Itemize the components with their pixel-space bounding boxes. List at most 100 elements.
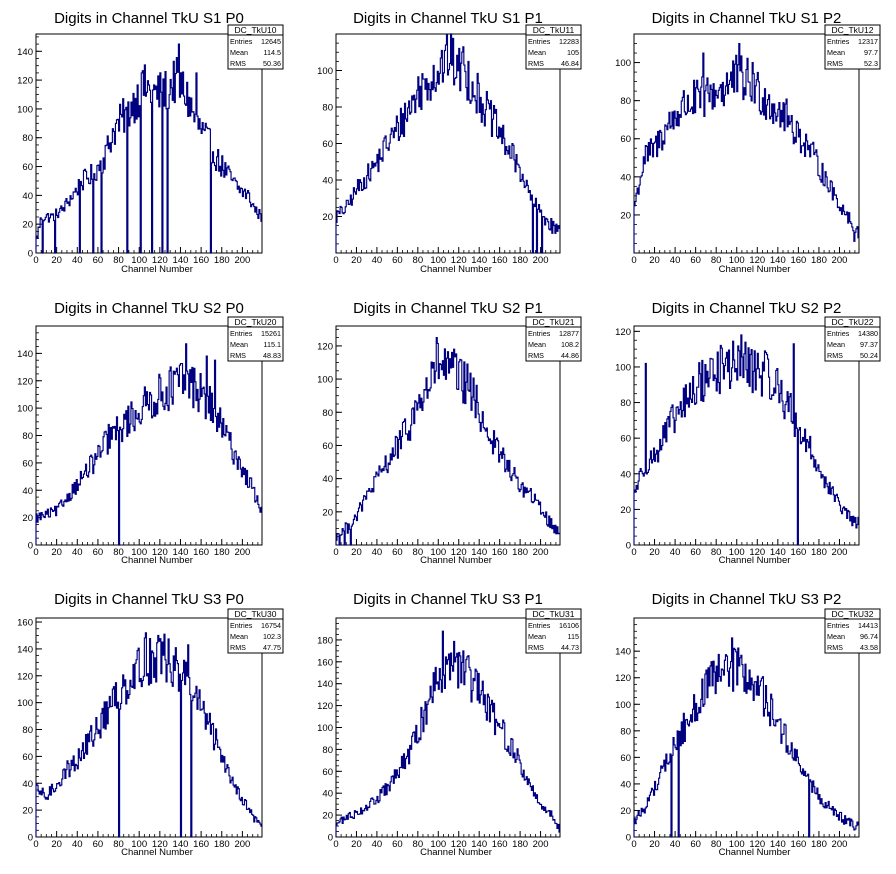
panel-title: Digits in Channel TkU S2 P2 (652, 300, 842, 317)
y-tick-label: 20 (22, 806, 33, 817)
stats-value-mean: 105 (567, 48, 579, 57)
x-tick-label: 180 (811, 547, 827, 558)
histogram-series (335, 33, 560, 254)
y-tick-label: 40 (322, 789, 333, 800)
x-tick-label: 0 (33, 839, 38, 850)
x-tick-label: 100 (131, 255, 147, 266)
histogram-panel: Digits in Channel TkU S1 P1 0 20 40 60 80 100 1… (317, 10, 582, 275)
y-tick-label: 20 (620, 210, 631, 221)
y-tick-label: 60 (322, 441, 333, 452)
y-tick-label: 100 (615, 700, 631, 711)
stats-value-rms: 47.75 (263, 643, 281, 652)
y-tick-label: 140 (317, 679, 333, 690)
y-tick-label: 60 (322, 139, 333, 150)
y-axis: 0 20 40 60 80 100 120 140 (17, 36, 42, 260)
x-tick-label: 140 (173, 839, 189, 850)
stats-label-entries: Entries (827, 37, 850, 46)
stats-value-entries: 16754 (261, 621, 281, 630)
x-tick-label: 80 (113, 255, 124, 266)
x-tick-label: 200 (832, 547, 848, 558)
stats-value-entries: 16106 (559, 621, 579, 630)
x-tick-label: 160 (492, 839, 508, 850)
y-tick-label: 100 (17, 698, 33, 709)
x-tick-label: 20 (51, 255, 62, 266)
stats-label-entries: Entries (230, 621, 253, 630)
y-axis: 20 40 60 80 100 (615, 33, 640, 254)
y-tick-label: 60 (22, 752, 33, 763)
x-tick-label: 80 (113, 547, 124, 558)
stats-label-entries: Entries (230, 329, 253, 338)
y-axis: 0 20 40 60 80 100 120 140 160 180 (317, 617, 342, 844)
x-axis-label: Channel Number (121, 847, 193, 858)
y-tick-label: 20 (620, 806, 631, 817)
x-tick-label: 60 (690, 839, 701, 850)
y-tick-label: 100 (317, 66, 333, 77)
histogram-series (633, 42, 859, 253)
stats-value-entries: 14413 (858, 621, 878, 630)
y-tick-label: 100 (317, 723, 333, 734)
stats-value-entries: 12317 (858, 37, 878, 46)
y-tick-label: 40 (620, 172, 631, 183)
stats-value-mean: 102.3 (263, 632, 281, 641)
y-tick-label: 0 (28, 541, 33, 552)
y-tick-label: 20 (322, 212, 333, 223)
x-tick-label: 120 (152, 255, 168, 266)
x-tick-label: 60 (392, 255, 403, 266)
y-tick-label: 0 (28, 249, 33, 260)
x-tick-label: 0 (333, 839, 338, 850)
x-tick-label: 0 (33, 255, 38, 266)
plot-frame (335, 325, 561, 546)
stats-value-mean: 115 (568, 632, 579, 641)
y-axis: 0 20 40 60 80 100 120 140 (17, 325, 42, 552)
x-axis: 0 20 40 60 80 100 120 140 160 180 200 (631, 539, 856, 558)
stats-label-mean: Mean (230, 48, 248, 57)
y-tick-label: 140 (615, 647, 631, 658)
stats-label-rms: RMS (230, 59, 246, 68)
x-tick-label: 40 (372, 255, 383, 266)
stats-value-rms: 50.24 (860, 351, 878, 360)
stats-label-rms: RMS (528, 351, 544, 360)
plot-frame (633, 325, 860, 546)
stats-label-entries: Entries (528, 329, 551, 338)
x-tick-label: 0 (631, 255, 636, 266)
stats-box: DC_TkU30 Entries 16754 Mean 102.3 RMS 47.75 (227, 608, 284, 654)
y-tick-label: 120 (17, 376, 33, 387)
y-tick-label: 60 (620, 134, 631, 145)
x-tick-label: 20 (649, 547, 660, 558)
stats-histogram-name: DC_TkU22 (831, 317, 873, 327)
x-tick-label: 180 (214, 255, 230, 266)
stats-value-rms: 44.73 (561, 643, 579, 652)
x-tick-label: 160 (193, 839, 209, 850)
stats-histogram-name: DC_TkU11 (533, 25, 575, 35)
x-tick-label: 160 (492, 255, 508, 266)
x-axis-label: Channel Number (121, 264, 193, 275)
x-tick-label: 60 (690, 255, 701, 266)
x-tick-label: 0 (631, 547, 636, 558)
x-tick-label: 120 (152, 547, 168, 558)
x-tick-label: 100 (729, 547, 745, 558)
x-tick-label: 20 (649, 255, 660, 266)
x-tick-label: 160 (193, 547, 209, 558)
x-tick-label: 160 (790, 547, 806, 558)
x-axis-label: Channel Number (420, 264, 492, 275)
x-tick-label: 200 (234, 839, 250, 850)
x-tick-label: 140 (471, 547, 487, 558)
stats-histogram-name: DC_TkU30 (234, 609, 276, 619)
x-tick-label: 80 (413, 255, 424, 266)
y-tick-label: 0 (328, 833, 333, 844)
stats-histogram-name: DC_TkU10 (234, 25, 276, 35)
x-tick-label: 200 (533, 547, 549, 558)
stats-box-frame (227, 316, 284, 362)
stats-label-rms: RMS (230, 643, 246, 652)
y-tick-label: 0 (626, 541, 631, 552)
x-tick-label: 40 (372, 839, 383, 850)
x-tick-label: 180 (512, 255, 528, 266)
x-tick-label: 40 (72, 839, 83, 850)
histogram-series (335, 630, 560, 837)
stats-histogram-name: DC_TkU32 (831, 609, 873, 619)
y-tick-label: 0 (626, 833, 631, 844)
y-tick-label: 120 (317, 701, 333, 712)
stats-label-mean: Mean (230, 632, 248, 641)
x-tick-label: 100 (430, 547, 446, 558)
x-tick-label: 40 (670, 839, 681, 850)
